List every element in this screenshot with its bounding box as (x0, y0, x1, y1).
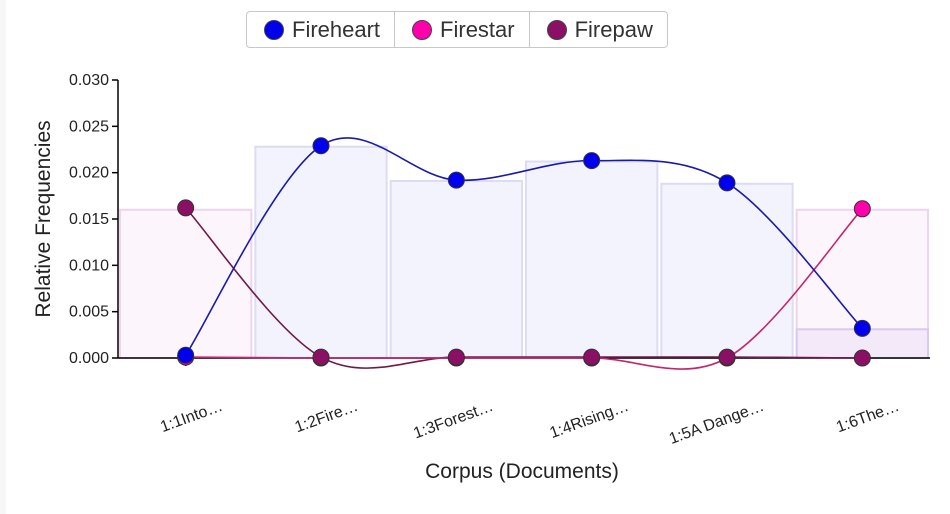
background-bar (660, 182, 794, 359)
data-point-firepaw (583, 348, 601, 366)
data-point-fireheart (583, 152, 601, 170)
y-tick-label: 0.015 (69, 211, 109, 228)
background-bar (525, 160, 659, 359)
data-point-fireheart (718, 174, 736, 192)
y-tick-label: 0.000 (69, 350, 109, 367)
legend-item-firestar[interactable]: Firestar (395, 12, 530, 47)
legend-label-firepaw: Firepaw (574, 16, 653, 42)
y-tick-label: 0.010 (69, 257, 109, 274)
x-axis-title: Corpus (Documents) (425, 460, 619, 483)
legend-swatch-fireheart (264, 19, 284, 40)
data-point-fireheart (447, 171, 465, 189)
data-point-firestar (853, 200, 871, 218)
y-tick-label: 0.020 (69, 165, 109, 182)
data-point-fireheart (177, 346, 195, 364)
legend-item-fireheart[interactable]: Fireheart (247, 12, 396, 47)
series-line-fireheart (184, 137, 863, 356)
data-point-firepaw (447, 348, 465, 366)
data-point-firepaw (177, 199, 195, 217)
y-axis-title: Relative Frequencies (32, 120, 55, 317)
legend-swatch-firepaw (546, 19, 567, 40)
series-points (177, 137, 871, 367)
y-tick-label: 0.025 (69, 118, 109, 135)
legend-label-fireheart: Fireheart (292, 16, 381, 42)
y-tick-label: 0.030 (69, 72, 109, 89)
background-bars (119, 145, 930, 360)
x-tick-label: 1:4Rising… (548, 398, 632, 442)
x-tick-label: 1:6The… (834, 398, 902, 436)
legend-item-firepaw[interactable]: Firepaw (530, 12, 667, 47)
y-tick-label: 0.005 (69, 304, 109, 321)
data-point-fireheart (853, 319, 871, 337)
data-point-firepaw (853, 349, 871, 367)
x-tick-label: 1:5A Dange… (667, 398, 766, 448)
legend-swatch-firestar (412, 19, 433, 40)
x-tick-label: 1:2Fire… (293, 398, 361, 436)
data-point-firepaw (718, 348, 736, 366)
chart-legend: Fireheart Firestar Firepaw (246, 11, 668, 48)
background-bar (119, 208, 253, 359)
x-tick-label: 1:1Into… (158, 398, 225, 436)
data-point-fireheart (312, 137, 330, 155)
x-tick-label: 1:3Forest… (411, 398, 495, 443)
background-bar (389, 180, 523, 359)
data-point-firepaw (312, 348, 330, 366)
legend-label-firestar: Firestar (440, 16, 515, 42)
background-bar (254, 145, 388, 359)
